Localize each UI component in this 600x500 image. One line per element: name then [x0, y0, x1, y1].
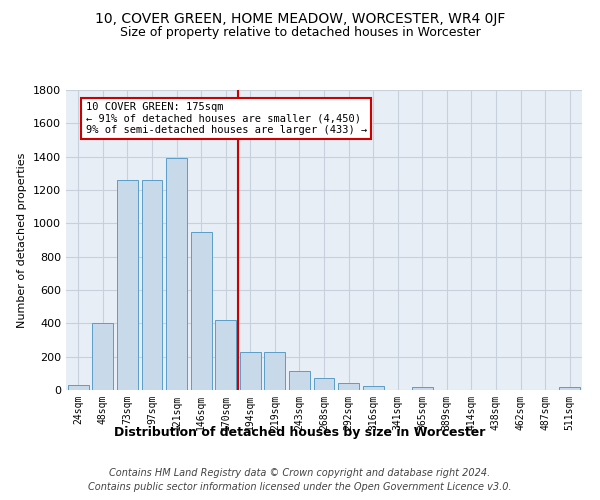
Bar [265, 352, 286, 390]
Text: 10 COVER GREEN: 175sqm
← 91% of detached houses are smaller (4,450)
9% of semi-d: 10 COVER GREEN: 175sqm ← 91% of detached… [86, 102, 367, 135]
Text: 10, COVER GREEN, HOME MEADOW, WORCESTER, WR4 0JF: 10, COVER GREEN, HOME MEADOW, WORCESTER,… [95, 12, 505, 26]
Y-axis label: Number of detached properties: Number of detached properties [17, 152, 28, 328]
Bar [559, 386, 580, 390]
Bar [92, 324, 113, 390]
Bar [240, 352, 261, 390]
Bar [166, 158, 187, 390]
Bar [142, 180, 163, 390]
Bar [191, 232, 212, 390]
Text: Distribution of detached houses by size in Worcester: Distribution of detached houses by size … [115, 426, 485, 439]
Bar [362, 386, 383, 390]
Bar [117, 180, 138, 390]
Bar [338, 384, 359, 390]
Bar [68, 385, 89, 390]
Bar [412, 386, 433, 390]
Bar [314, 378, 334, 390]
Text: Size of property relative to detached houses in Worcester: Size of property relative to detached ho… [119, 26, 481, 39]
Bar [289, 371, 310, 390]
Bar [215, 320, 236, 390]
Text: Contains public sector information licensed under the Open Government Licence v3: Contains public sector information licen… [88, 482, 512, 492]
Text: Contains HM Land Registry data © Crown copyright and database right 2024.: Contains HM Land Registry data © Crown c… [109, 468, 491, 477]
